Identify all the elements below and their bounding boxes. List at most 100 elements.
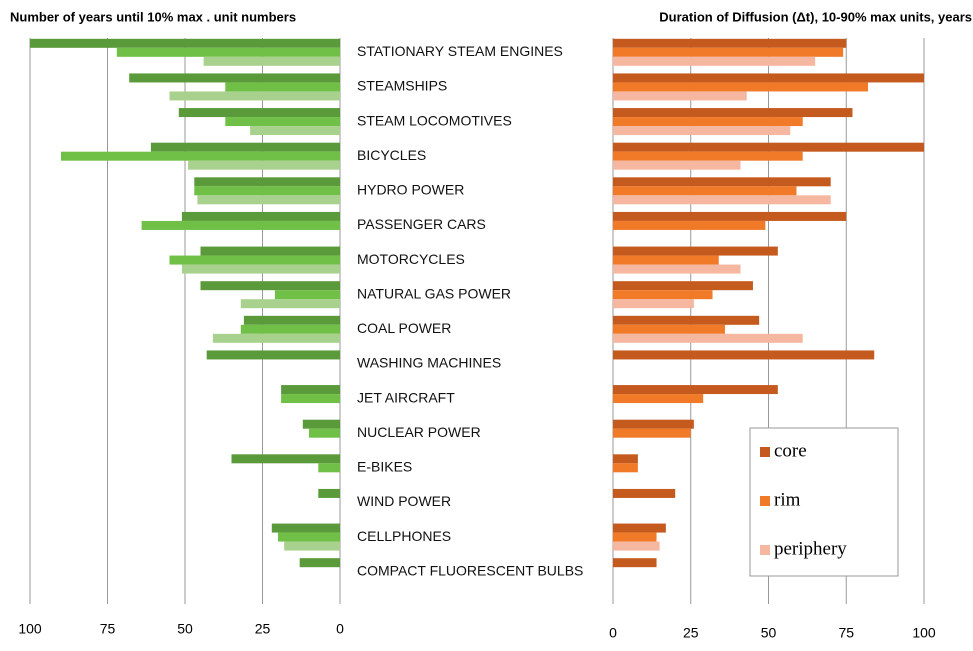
bar — [284, 541, 340, 551]
bar — [613, 160, 741, 170]
bar — [318, 488, 340, 498]
bar — [200, 246, 340, 256]
bar — [240, 299, 340, 309]
bar — [613, 324, 725, 334]
legend-swatch — [760, 496, 770, 506]
bar — [613, 333, 803, 343]
x-tick-label: 75 — [838, 625, 854, 641]
bar — [613, 255, 719, 265]
bar — [613, 394, 704, 404]
bar — [188, 160, 340, 170]
bar — [225, 117, 340, 127]
bar — [181, 211, 340, 221]
bar — [206, 350, 340, 360]
bar — [613, 91, 747, 101]
bar — [299, 558, 340, 568]
x-tick-label: 75 — [100, 621, 116, 637]
bar — [243, 315, 340, 325]
x-tick-label: 0 — [336, 621, 344, 637]
bar — [613, 108, 853, 118]
bar — [613, 454, 638, 464]
category-label: STATIONARY STEAM ENGINES — [357, 43, 563, 59]
bar — [613, 56, 816, 66]
x-tick-label: 100 — [18, 621, 42, 637]
bar — [613, 246, 778, 256]
bar — [274, 290, 340, 300]
bar — [169, 91, 340, 101]
bar — [302, 419, 340, 429]
bar — [613, 385, 778, 395]
bar — [181, 264, 340, 274]
x-tick-label: 0 — [609, 625, 617, 641]
bar — [613, 151, 803, 161]
legend-label: periphery — [774, 538, 847, 559]
bar — [278, 532, 340, 542]
bar — [150, 142, 340, 152]
bar — [613, 558, 657, 568]
bar — [318, 463, 340, 473]
bar — [613, 177, 831, 187]
bar — [200, 281, 340, 291]
legend-label: rim — [774, 489, 801, 510]
bar — [281, 385, 340, 395]
category-label: STEAM LOCOMOTIVES — [357, 112, 512, 128]
bar — [271, 523, 340, 533]
bar — [613, 73, 924, 83]
bar — [613, 350, 875, 360]
bar — [250, 126, 340, 136]
bar — [613, 117, 803, 127]
x-tick-label: 50 — [177, 621, 193, 637]
x-tick-label: 25 — [255, 621, 271, 637]
bar — [194, 186, 340, 196]
bar — [281, 394, 340, 404]
bar — [613, 38, 847, 48]
legend-box — [749, 427, 899, 577]
bar — [613, 419, 694, 429]
bar — [613, 142, 924, 152]
category-label: NATURAL GAS POWER — [357, 285, 511, 301]
bar — [212, 333, 340, 343]
category-label: WIND POWER — [357, 493, 451, 509]
category-label: COAL POWER — [357, 320, 451, 336]
bar — [613, 47, 844, 57]
legend-label: core — [774, 440, 807, 461]
x-tick-label: 25 — [683, 625, 699, 641]
bar — [194, 177, 340, 187]
bar — [231, 454, 340, 464]
bar — [141, 220, 340, 230]
bar — [613, 290, 713, 300]
bar — [613, 463, 638, 473]
bar — [169, 255, 340, 265]
bar — [197, 195, 340, 205]
category-label: COMPACT FLUORESCENT BULBS — [357, 562, 583, 578]
bar — [613, 315, 760, 325]
x-tick-label: 100 — [912, 625, 936, 641]
category-label: E-BIKES — [357, 459, 412, 475]
bar — [613, 281, 753, 291]
bar — [129, 73, 340, 83]
bar — [203, 56, 340, 66]
bar — [613, 264, 741, 274]
legend-swatch — [760, 447, 770, 457]
bar — [309, 428, 340, 438]
bar — [613, 541, 660, 551]
category-label: PASSENGER CARS — [357, 216, 486, 232]
bar — [613, 126, 791, 136]
bar — [116, 47, 340, 57]
x-tick-label: 50 — [761, 625, 777, 641]
bar — [613, 220, 766, 230]
category-label: NUCLEAR POWER — [357, 424, 481, 440]
bar — [613, 186, 797, 196]
category-label: STEAMSHIPS — [357, 78, 447, 94]
category-label: JET AIRCRAFT — [357, 389, 455, 405]
category-label: WASHING MACHINES — [357, 355, 501, 371]
bar — [613, 532, 657, 542]
bar — [613, 299, 694, 309]
bar — [30, 38, 340, 48]
bar — [613, 523, 666, 533]
bar — [240, 324, 340, 334]
bar — [61, 151, 340, 161]
bar — [613, 428, 691, 438]
bar — [613, 488, 676, 498]
